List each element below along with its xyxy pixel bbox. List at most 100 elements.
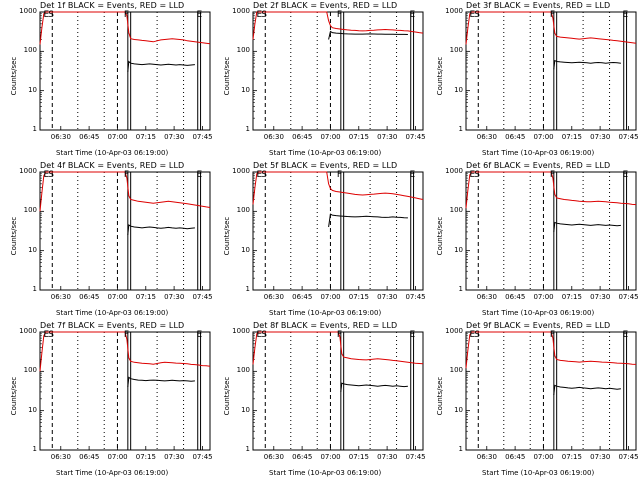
plot-frame — [39, 331, 211, 451]
x-tick-label: 07:30 — [377, 293, 398, 301]
x-tick-label: 06:30 — [50, 453, 71, 461]
x-tick-label: 07:30 — [164, 293, 185, 301]
x-tick-label: 07:30 — [164, 453, 185, 461]
y-axis-label: Counts/sec — [223, 376, 231, 416]
plot-frame — [252, 11, 424, 131]
time-marker-label: E — [622, 10, 629, 20]
detector-panel: Det 9f BLACK = Events, RED = LLD Counts/s… — [426, 320, 639, 480]
time-marker-label: S — [261, 330, 267, 340]
chart-plot-area — [252, 331, 424, 451]
events-series-line — [127, 60, 195, 72]
y-tick-label: 100 — [23, 366, 37, 375]
y-tick-label: 10 — [241, 405, 250, 414]
y-tick-label: 100 — [236, 366, 250, 375]
x-tick-label: 06:30 — [263, 293, 284, 301]
time-marker-label: F — [549, 330, 556, 340]
y-tick-label: 1000 — [19, 327, 37, 335]
x-tick-label: 06:30 — [50, 293, 71, 301]
x-tick-label: 07:15 — [135, 133, 156, 141]
events-series-line — [553, 221, 621, 232]
events-series-line — [328, 30, 408, 40]
x-tick-label: 06:45 — [505, 453, 526, 461]
x-axis-label: Start Time (10-Apr-03 06:19:00) — [482, 149, 595, 157]
y-tick-label: 100 — [23, 206, 37, 215]
time-marker-label: S — [261, 170, 267, 180]
x-tick-label: 07:30 — [377, 453, 398, 461]
x-axis-label: Start Time (10-Apr-03 06:19:00) — [482, 309, 595, 317]
detector-panel: Det 4f BLACK = Events, RED = LLD Counts/s… — [0, 160, 213, 320]
panel-title: Det 1f BLACK = Events, RED = LLD — [40, 1, 185, 10]
x-tick-label: 07:15 — [561, 133, 582, 141]
chart-plot-area — [465, 11, 637, 131]
x-axis-label: Start Time (10-Apr-03 06:19:00) — [482, 469, 595, 477]
y-tick-label: 1 — [458, 445, 463, 453]
time-marker-label: E — [196, 170, 203, 180]
y-axis-label: Counts/sec — [10, 376, 18, 416]
panel-title: Det 2f BLACK = Events, RED = LLD — [253, 1, 398, 10]
events-series-line — [127, 376, 195, 388]
x-tick-label: 07:00 — [320, 293, 341, 301]
time-marker-label: E — [43, 330, 50, 340]
time-marker-label: F — [549, 10, 556, 20]
time-marker-label: E — [469, 330, 476, 340]
y-tick-label: 1000 — [19, 167, 37, 175]
x-tick-label: 07:15 — [561, 453, 582, 461]
y-tick-label: 10 — [28, 405, 37, 414]
y-axis-label: Counts/sec — [223, 216, 231, 256]
y-tick-label: 1000 — [232, 327, 250, 335]
x-tick-label: 07:45 — [405, 133, 426, 141]
y-axis-label: Counts/sec — [10, 56, 18, 96]
y-tick-label: 1 — [32, 125, 37, 133]
y-tick-label: 1000 — [445, 327, 463, 335]
x-tick-label: 07:00 — [107, 293, 128, 301]
lld-series-line — [465, 331, 637, 369]
lld-series-line — [252, 331, 424, 365]
time-marker-label: E — [43, 170, 50, 180]
y-tick-label: 10 — [28, 245, 37, 254]
time-marker-label: F — [336, 170, 343, 180]
y-tick-label: 1 — [458, 285, 463, 293]
time-marker-label: E — [469, 10, 476, 20]
x-tick-label: 07:00 — [107, 453, 128, 461]
x-tick-label: 07:45 — [192, 293, 213, 301]
time-marker-label: E — [196, 330, 203, 340]
x-axis-label: Start Time (10-Apr-03 06:19:00) — [56, 309, 169, 317]
panel-title: Det 8f BLACK = Events, RED = LLD — [253, 321, 398, 330]
time-marker-label: E — [196, 10, 203, 20]
plot-frame — [252, 331, 424, 451]
time-marker-label: S — [474, 330, 480, 340]
x-tick-label: 06:30 — [476, 453, 497, 461]
y-tick-label: 100 — [236, 206, 250, 215]
x-tick-label: 06:30 — [50, 133, 71, 141]
y-tick-label: 1000 — [232, 7, 250, 15]
lld-series-line — [465, 171, 637, 209]
y-tick-label: 100 — [449, 206, 463, 215]
x-tick-label: 07:45 — [618, 133, 639, 141]
events-series-line — [328, 213, 408, 228]
y-axis-label: Counts/sec — [436, 376, 444, 416]
chart-plot-area — [252, 171, 424, 291]
time-marker-label: E — [622, 330, 629, 340]
plot-frame — [39, 11, 211, 131]
plot-frame — [465, 331, 637, 451]
x-tick-label: 07:45 — [192, 133, 213, 141]
x-tick-label: 06:45 — [292, 293, 313, 301]
x-tick-label: 07:45 — [618, 453, 639, 461]
x-tick-label: 06:45 — [79, 133, 100, 141]
y-tick-label: 100 — [23, 46, 37, 55]
x-tick-label: 06:30 — [476, 133, 497, 141]
y-axis-label: Counts/sec — [436, 56, 444, 96]
chart-plot-area — [39, 171, 211, 291]
detector-panel: Det 5f BLACK = Events, RED = LLD Counts/s… — [213, 160, 426, 320]
y-tick-label: 100 — [236, 46, 250, 55]
x-tick-label: 07:30 — [590, 133, 611, 141]
y-tick-label: 1000 — [445, 7, 463, 15]
x-tick-label: 07:15 — [348, 293, 369, 301]
plot-frame — [465, 11, 637, 131]
y-tick-label: 10 — [454, 405, 463, 414]
x-tick-label: 07:00 — [533, 133, 554, 141]
lld-series-line — [39, 171, 211, 212]
time-marker-label: E — [256, 330, 263, 340]
y-tick-label: 10 — [241, 85, 250, 94]
